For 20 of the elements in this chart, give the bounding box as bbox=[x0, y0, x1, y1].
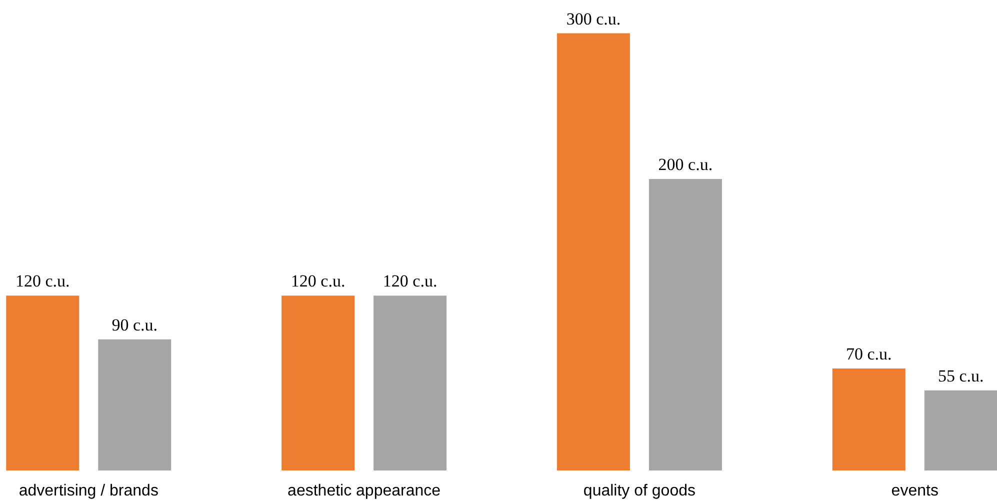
data-label: 200 c.u. bbox=[658, 155, 713, 174]
bar bbox=[98, 339, 172, 470]
data-label: 300 c.u. bbox=[566, 9, 621, 28]
bar bbox=[282, 296, 355, 470]
x-tick-label: quality of goods bbox=[583, 482, 696, 500]
bar bbox=[832, 368, 906, 470]
data-label: 120 c.u. bbox=[382, 272, 438, 291]
x-tick-label: events bbox=[891, 482, 938, 500]
data-label: 90 c.u. bbox=[112, 315, 158, 334]
data-label: 120 c.u. bbox=[290, 272, 346, 291]
bar bbox=[556, 33, 630, 470]
x-tick-label: advertising / brands bbox=[18, 482, 158, 500]
x-tick-label: aesthetic appearance bbox=[288, 482, 441, 500]
bar bbox=[6, 296, 80, 470]
data-label: 55 c.u. bbox=[938, 366, 984, 386]
data-label: 70 c.u. bbox=[846, 344, 892, 364]
bar bbox=[374, 296, 447, 470]
bar bbox=[924, 390, 997, 470]
data-label: 120 c.u. bbox=[15, 272, 70, 291]
bar bbox=[648, 179, 722, 470]
